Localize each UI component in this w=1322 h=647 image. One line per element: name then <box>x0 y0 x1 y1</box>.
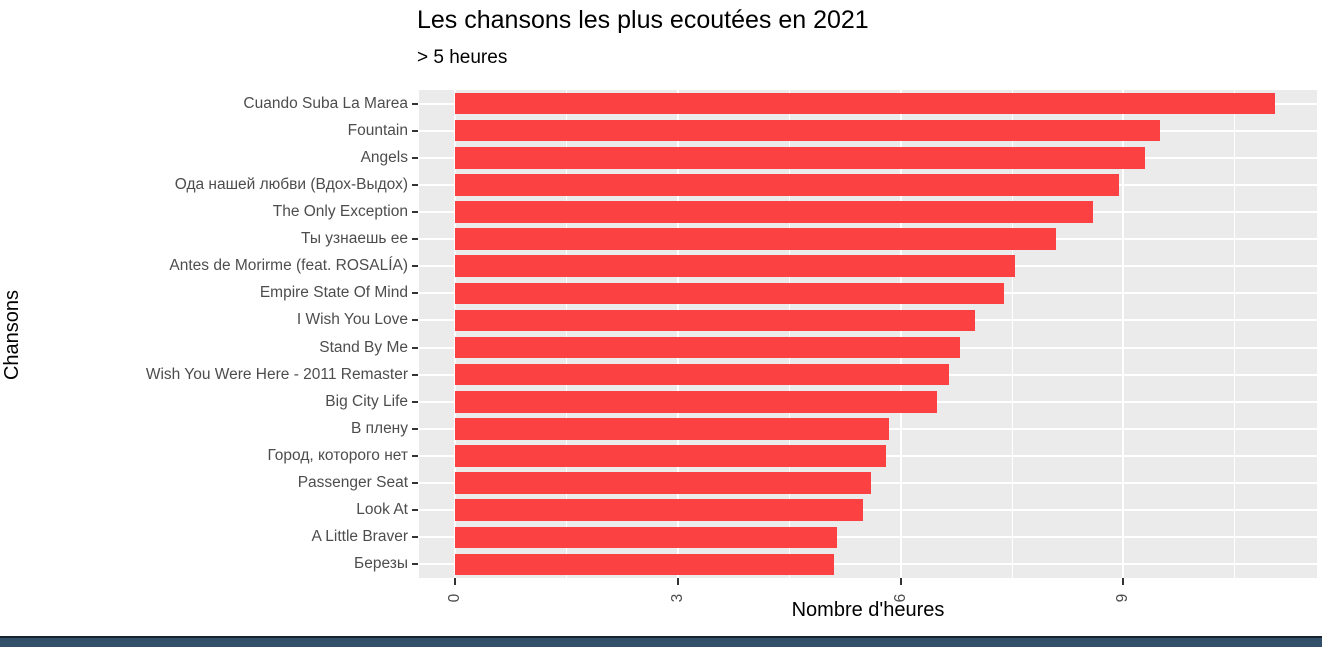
x-tick-mark <box>454 578 457 585</box>
minor-gridline <box>1234 90 1236 578</box>
plot-panel <box>419 90 1317 578</box>
y-tick-mark <box>411 319 418 322</box>
y-tick-mark <box>411 400 418 403</box>
major-gridline <box>1122 90 1125 578</box>
y-axis-label: Big City Life <box>325 392 408 410</box>
bar-Ода нашей любви (Вдох-Выдох) <box>455 174 1120 196</box>
y-axis-label: The Only Exception <box>272 202 408 220</box>
y-axis-label: Город, которого нет <box>267 446 408 464</box>
y-tick-mark <box>411 455 418 457</box>
y-axis-label: Stand By Me <box>319 338 408 356</box>
y-tick-mark <box>411 102 418 105</box>
y-tick-mark <box>411 292 418 295</box>
y-tick-mark <box>411 265 418 268</box>
minor-gridline <box>566 90 568 578</box>
y-tick-mark <box>411 211 418 213</box>
major-gridline <box>454 90 457 578</box>
bar-Look At <box>455 499 864 522</box>
bar-Antes de Morirme (feat. ROSALÍA) <box>455 255 1016 278</box>
bar-В плену <box>455 418 890 440</box>
bar-A Little Braver <box>455 526 838 549</box>
y-axis-label: В плену <box>350 419 408 437</box>
y-axis-label: Ода нашей любви (Вдох-Выдох) <box>174 175 408 193</box>
y-axis-label: Wish You Were Here - 2011 Remaster <box>145 365 408 383</box>
bar-Angels <box>455 146 1146 169</box>
category-gridline <box>419 536 1317 539</box>
y-tick-mark <box>411 536 418 539</box>
y-axis-labels: Cuando Suba La Marea Fountain Angels Ода на… <box>0 90 408 578</box>
bar-Ты узнаешь ее <box>455 228 1057 250</box>
y-axis-label: Angels <box>360 148 408 166</box>
minor-gridline <box>788 90 790 578</box>
bar-Fountain <box>455 119 1161 142</box>
y-tick-mark <box>411 373 418 376</box>
bar-Город, которого нет <box>455 445 886 467</box>
y-tick-mark <box>411 482 418 485</box>
bar-I Wish You Love <box>455 309 975 332</box>
x-tick-mark <box>899 578 902 585</box>
category-gridline <box>419 563 1317 566</box>
x-tick-mark <box>1122 578 1125 585</box>
y-axis-label: Cuando Suba La Marea <box>243 94 408 112</box>
y-tick-mark <box>411 427 418 430</box>
x-axis-title: Nombre d'heures <box>791 599 945 621</box>
bar-Passenger Seat <box>455 472 871 494</box>
y-axis-label: Passenger Seat <box>297 474 408 492</box>
y-axis-label: Fountain <box>347 121 408 139</box>
y-axis-label: Березы <box>354 555 408 573</box>
bar-Empire State Of Mind <box>455 282 1005 305</box>
y-tick-mark <box>411 156 418 159</box>
bar-Wish You Were Here - 2011 Remaster <box>455 363 949 386</box>
y-tick-mark <box>411 238 418 241</box>
bar-Cuando Suba La Marea <box>455 92 1276 115</box>
y-axis-label: Look At <box>356 501 408 519</box>
category-gridline <box>419 509 1317 512</box>
y-axis-label: Antes de Morirme (feat. ROSALÍA) <box>169 257 408 275</box>
major-gridline <box>676 90 679 578</box>
bar-The Only Exception <box>455 201 1094 223</box>
chart-title: Les chansons les plus ecoutées en 2021 <box>417 6 869 34</box>
y-tick-mark <box>411 129 418 132</box>
y-tick-mark <box>411 183 418 186</box>
minor-gridline <box>1011 90 1013 578</box>
y-axis-label: Ты узнаешь ее <box>301 230 408 248</box>
x-tick-mark <box>676 578 679 585</box>
y-axis-label: Empire State Of Mind <box>259 284 408 302</box>
y-tick-mark <box>411 346 418 349</box>
bar-Березы <box>455 553 834 576</box>
bar-Stand By Me <box>455 336 960 359</box>
y-axis-label: A Little Braver <box>311 528 409 546</box>
footer-band <box>0 636 1322 647</box>
y-tick-mark <box>411 563 418 566</box>
y-tick-mark <box>411 509 418 512</box>
y-axis-label: I Wish You Love <box>296 311 408 329</box>
bar-Big City Life <box>455 390 938 413</box>
major-gridline <box>899 90 902 578</box>
chart-subtitle: > 5 heures <box>417 47 508 68</box>
